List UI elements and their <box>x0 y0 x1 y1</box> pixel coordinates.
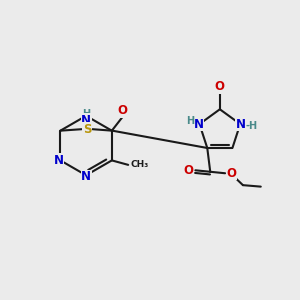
Text: N: N <box>194 118 204 130</box>
Text: CH₃: CH₃ <box>130 160 149 169</box>
Text: N: N <box>54 154 64 167</box>
Text: -H: -H <box>245 121 258 130</box>
Text: O: O <box>215 80 225 94</box>
Text: H: H <box>186 116 194 125</box>
Text: O: O <box>184 164 194 177</box>
Text: O: O <box>226 167 237 180</box>
Text: N: N <box>81 170 91 183</box>
Text: H: H <box>82 109 90 119</box>
Text: S: S <box>83 123 92 136</box>
Text: O: O <box>117 104 127 117</box>
Text: N: N <box>81 114 91 127</box>
Text: N: N <box>236 118 246 130</box>
